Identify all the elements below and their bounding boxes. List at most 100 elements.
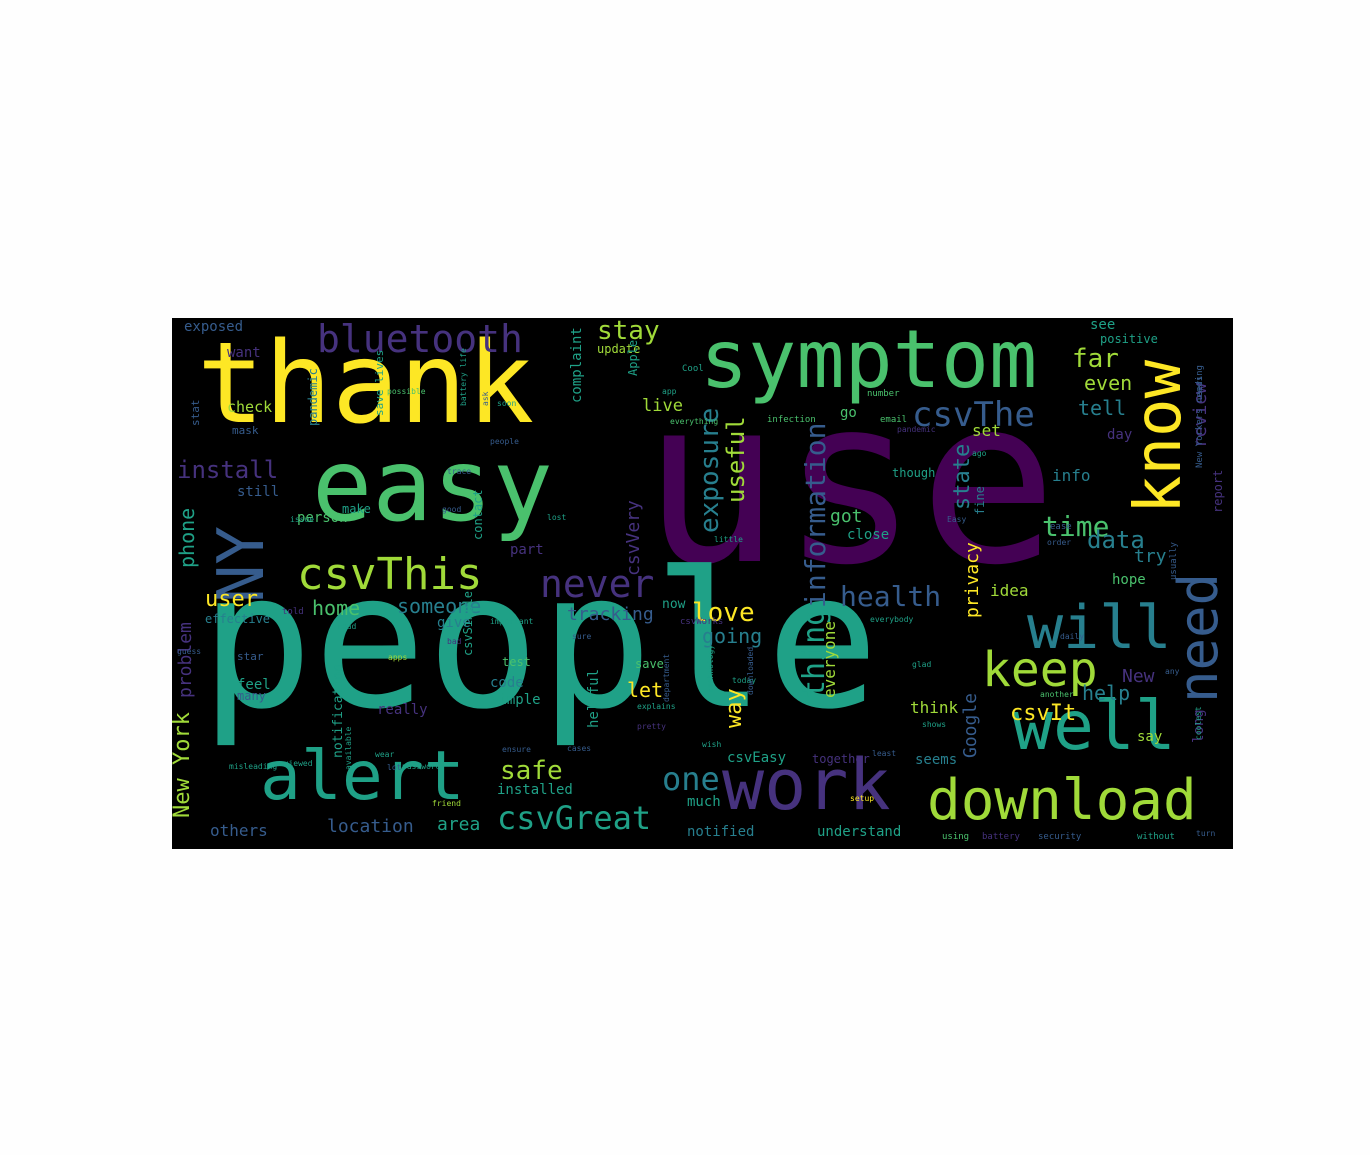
cloud-word: information xyxy=(799,422,832,608)
cloud-word: one xyxy=(662,760,720,798)
cloud-word: set xyxy=(972,421,1001,440)
cloud-word: give xyxy=(437,615,471,631)
cloud-word: will xyxy=(1027,593,1172,663)
cloud-word: thank xyxy=(197,319,535,449)
cloud-word: data xyxy=(1087,526,1145,554)
cloud-word: never xyxy=(540,562,655,606)
cloud-word: csvThis xyxy=(297,549,483,600)
cloud-word: Simple xyxy=(490,692,541,708)
cloud-word: exposure xyxy=(695,407,725,533)
cloud-word: wish xyxy=(702,740,722,749)
cloud-word: much xyxy=(687,794,721,810)
cloud-word: love xyxy=(692,598,755,628)
cloud-word: important xyxy=(490,617,534,626)
cloud-word: everybody xyxy=(870,615,914,624)
cloud-word: available xyxy=(344,726,353,770)
cloud-word: work xyxy=(722,744,891,826)
cloud-word: star xyxy=(237,650,264,663)
cloud-word: time xyxy=(1042,510,1110,543)
cloud-word: Apple xyxy=(626,339,640,376)
cloud-word: technology xyxy=(706,644,715,693)
cloud-word: help xyxy=(1082,681,1131,705)
cloud-word: install xyxy=(177,456,279,484)
cloud-word: pandemic xyxy=(897,425,936,434)
cloud-word: going xyxy=(702,624,763,648)
cloud-word: though xyxy=(892,466,936,480)
cloud-word: cases xyxy=(567,744,592,753)
cloud-word: user xyxy=(205,587,258,612)
cloud-word: update xyxy=(597,342,641,356)
cloud-word: many xyxy=(237,689,266,703)
cloud-word: stay xyxy=(597,318,660,346)
cloud-word: privacy xyxy=(962,542,983,618)
cloud-word: download xyxy=(927,768,1197,833)
cloud-word: infection xyxy=(767,415,816,425)
cloud-word: usually xyxy=(1169,542,1179,580)
cloud-word: part xyxy=(510,542,544,558)
cloud-word: installed xyxy=(497,782,573,798)
cloud-word: keep xyxy=(982,642,1098,698)
cloud-word: info xyxy=(1052,466,1091,485)
cloud-word: least xyxy=(872,749,897,758)
cloud-word: trace xyxy=(447,467,472,476)
cloud-word: state xyxy=(950,443,975,510)
cloud-word: symptom xyxy=(700,318,1038,406)
cloud-word: any xyxy=(1165,667,1180,676)
cloud-word: ask xyxy=(481,391,490,406)
cloud-word: csvEasy xyxy=(727,750,787,766)
cloud-word: without xyxy=(1137,832,1175,842)
word-cloud: use people thank easy symptom know work downloa… xyxy=(172,318,1233,849)
cloud-word: need xyxy=(1167,572,1230,703)
cloud-word: try xyxy=(1134,546,1167,567)
cloud-word: area xyxy=(437,814,481,835)
cloud-word: feel xyxy=(237,677,271,693)
cloud-word: helpful xyxy=(586,668,602,728)
cloud-word: Cool xyxy=(682,364,704,374)
cloud-word: ease xyxy=(1050,522,1072,532)
cloud-word: go xyxy=(840,405,857,421)
cloud-word: think xyxy=(910,698,959,717)
cloud-word: people xyxy=(200,532,880,751)
cloud-word: coolest xyxy=(1194,706,1203,740)
cloud-word: tell xyxy=(1078,396,1127,420)
cloud-word: told xyxy=(282,607,304,617)
cloud-word: reviewed xyxy=(274,759,313,768)
cloud-word: know xyxy=(1122,359,1196,514)
cloud-word: sure xyxy=(572,632,592,641)
cloud-word: bad xyxy=(447,637,462,646)
cloud-word: csvIt xyxy=(1010,701,1077,726)
cloud-word: apps xyxy=(388,653,408,662)
cloud-word: save xyxy=(635,657,664,671)
cloud-word: lot xyxy=(387,763,402,772)
cloud-word: ago xyxy=(972,449,987,458)
cloud-word: understand xyxy=(817,824,902,840)
cloud-word: using xyxy=(942,832,970,842)
cloud-word: csvWorks xyxy=(680,617,724,627)
cloud-word: well xyxy=(1012,687,1176,766)
cloud-word: hope xyxy=(1112,572,1146,588)
cloud-word: effective xyxy=(205,612,271,626)
cloud-word: say xyxy=(1137,729,1163,745)
cloud-word: use xyxy=(642,349,1058,616)
cloud-word: still xyxy=(237,484,280,500)
cloud-word: home xyxy=(312,596,361,620)
cloud-word: report xyxy=(1211,469,1225,513)
cloud-word: health xyxy=(840,580,942,613)
cloud-word: people xyxy=(490,437,519,446)
cloud-word: easy xyxy=(312,427,553,544)
cloud-word: security xyxy=(1038,832,1082,842)
cloud-word: together xyxy=(812,752,870,766)
cloud-word: everything xyxy=(670,417,719,426)
cloud-word: location xyxy=(327,816,414,837)
cloud-word: lost xyxy=(547,513,567,522)
cloud-word: mask xyxy=(232,424,259,437)
cloud-word: others xyxy=(210,821,268,840)
cloud-word: even xyxy=(1084,371,1133,395)
cloud-word: now xyxy=(662,597,686,612)
cloud-word: good xyxy=(442,505,462,514)
cloud-word: Google xyxy=(960,692,981,758)
cloud-word: New xyxy=(1122,666,1155,687)
cloud-word: phone xyxy=(175,507,199,568)
cloud-word: New York xyxy=(172,712,195,818)
cloud-word: useful xyxy=(722,416,750,503)
